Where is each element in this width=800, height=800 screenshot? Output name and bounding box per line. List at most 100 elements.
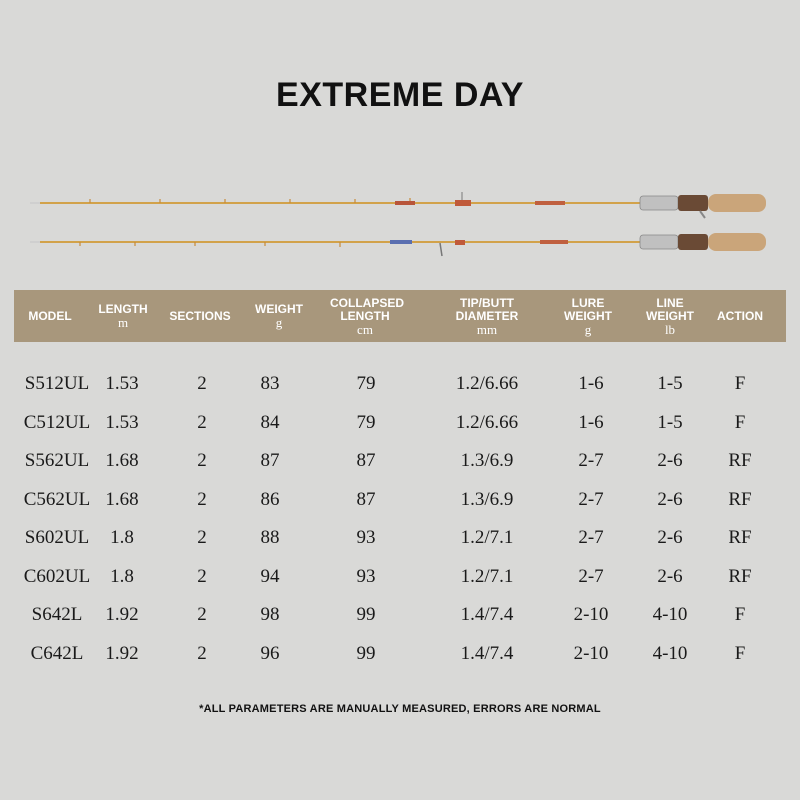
cell-diameter: 1.4/7.4 (460, 642, 514, 664)
cell-action: RF (728, 488, 752, 510)
cell-sections: 2 (197, 527, 207, 548)
cell-diameter: 1.3/6.9 (460, 450, 514, 471)
cell-weight: 87 (260, 450, 280, 471)
cell-weight: 94 (260, 565, 280, 587)
header-label: LURE WEIGHT (564, 295, 612, 323)
footnote: *ALL PARAMETERS ARE MANUALLY MEASURED, E… (199, 703, 601, 715)
header-label: LENGTH (98, 302, 148, 316)
cell-weight: 98 (260, 604, 280, 625)
table-row: S602UL 1.8 2 88 93 1.2/7.1 2-7 2-6 RF (14, 519, 786, 558)
cell-diameter: 1.2/6.66 (455, 411, 519, 433)
cell-length: 1.8 (110, 527, 134, 548)
cell-action: RF (728, 527, 752, 548)
cell-collapsed-length: 87 (356, 488, 376, 510)
cell-line-weight: 2-6 (657, 565, 683, 587)
header-label: SECTIONS (169, 308, 231, 323)
cell-diameter: 1.2/7.1 (460, 527, 514, 548)
cell-length: 1.92 (105, 604, 139, 625)
cell-weight: 84 (260, 411, 280, 433)
cell-lure-weight: 2-10 (573, 604, 609, 625)
table-row: C512UL 1.53 2 84 79 1.2/6.66 1-6 1-5 F (14, 404, 786, 443)
cell-sections: 2 (197, 604, 207, 625)
header-model: MODEL (14, 290, 86, 342)
cell-model: S512UL (24, 373, 90, 394)
cell-length: 1.92 (105, 642, 139, 664)
spec-table-body: S512UL 1.53 2 83 79 1.2/6.66 1-6 1-5 F C… (14, 365, 786, 673)
cell-action: RF (728, 450, 752, 471)
header-line-weight: LINE WEIGHT lb (640, 290, 700, 342)
header-tip-butt-diameter: TIP/BUTT DIAMETER mm (412, 290, 562, 342)
cell-diameter: 1.4/7.4 (460, 604, 514, 625)
cell-model: C602UL (23, 565, 91, 587)
cell-length: 1.53 (105, 411, 139, 433)
cell-lure-weight: 2-7 (578, 565, 604, 587)
header-unit: mm (476, 321, 498, 337)
cell-action: F (734, 411, 746, 433)
header-label: LINE WEIGHT (646, 295, 694, 323)
cell-line-weight: 4-10 (652, 642, 688, 664)
cell-length: 1.68 (105, 450, 139, 471)
cell-weight: 88 (260, 527, 280, 548)
header-unit: lb (664, 321, 676, 337)
page-title: EXTREME DAY (276, 76, 524, 114)
cell-collapsed-length: 93 (356, 527, 376, 548)
header-weight: WEIGHT g (240, 290, 318, 342)
table-header: MODEL LENGTH m SECTIONS WEIGHT g COLLAPS… (14, 290, 786, 342)
cell-model: C642L (30, 642, 84, 664)
cell-lure-weight: 2-7 (578, 450, 604, 471)
cell-weight: 96 (260, 642, 280, 664)
cell-action: RF (728, 565, 752, 587)
cell-model: S602UL (24, 527, 90, 548)
cell-weight: 86 (260, 488, 280, 510)
spinning-rod-image (30, 192, 766, 219)
cell-collapsed-length: 99 (356, 604, 376, 625)
cell-sections: 2 (197, 642, 207, 664)
table-row: S642L 1.92 2 98 99 1.4/7.4 2-10 4-10 F (14, 596, 786, 635)
cell-model: C562UL (23, 488, 91, 510)
cell-diameter: 1.2/6.66 (455, 373, 519, 394)
cell-model: S562UL (24, 450, 90, 471)
cell-collapsed-length: 93 (356, 565, 376, 587)
cell-collapsed-length: 79 (356, 373, 376, 394)
table-row: S512UL 1.53 2 83 79 1.2/6.66 1-6 1-5 F (14, 365, 786, 404)
cell-action: F (734, 642, 746, 664)
cell-length: 1.68 (105, 488, 139, 510)
cell-sections: 2 (197, 450, 207, 471)
header-unit: g (275, 315, 283, 330)
cell-collapsed-length: 87 (356, 450, 376, 471)
header-action: ACTION (708, 290, 772, 342)
cell-collapsed-length: 79 (356, 411, 376, 433)
cell-lure-weight: 2-7 (578, 488, 604, 510)
header-label: MODEL (28, 308, 72, 323)
table-row: C562UL 1.68 2 86 87 1.3/6.9 2-7 2-6 RF (14, 481, 786, 520)
cell-lure-weight: 1-6 (578, 373, 604, 394)
cell-model: S642L (31, 604, 83, 625)
cell-diameter: 1.3/6.9 (460, 488, 514, 510)
cell-line-weight: 2-6 (657, 488, 683, 510)
header-length: LENGTH m (86, 290, 160, 342)
cell-line-weight: 1-5 (657, 373, 683, 394)
cell-lure-weight: 1-6 (578, 411, 604, 433)
cell-sections: 2 (197, 373, 207, 394)
cell-action: F (734, 604, 746, 625)
cell-line-weight: 2-6 (657, 527, 683, 548)
header-unit: g (584, 321, 592, 337)
cell-length: 1.53 (105, 373, 139, 394)
cell-action: F (734, 373, 746, 394)
cell-model: C512UL (23, 411, 91, 433)
casting-rod-image (30, 233, 766, 257)
cell-weight: 83 (260, 373, 280, 394)
cell-sections: 2 (197, 488, 207, 510)
cell-lure-weight: 2-10 (573, 642, 609, 664)
cell-diameter: 1.2/7.1 (460, 565, 514, 587)
header-label: COLLAPSED LENGTH (330, 295, 405, 323)
header-label: ACTION (717, 308, 763, 323)
cell-line-weight: 4-10 (652, 604, 688, 625)
header-unit: m (117, 315, 129, 330)
table-row: C642L 1.92 2 96 99 1.4/7.4 2-10 4-10 F (14, 635, 786, 674)
cell-length: 1.8 (110, 565, 134, 587)
header-unit: cm (357, 321, 373, 337)
header-collapsed-length: COLLAPSED LENGTH cm (318, 290, 412, 342)
header-label: TIP/BUTT DIAMETER (455, 295, 519, 323)
cell-line-weight: 2-6 (657, 450, 683, 471)
